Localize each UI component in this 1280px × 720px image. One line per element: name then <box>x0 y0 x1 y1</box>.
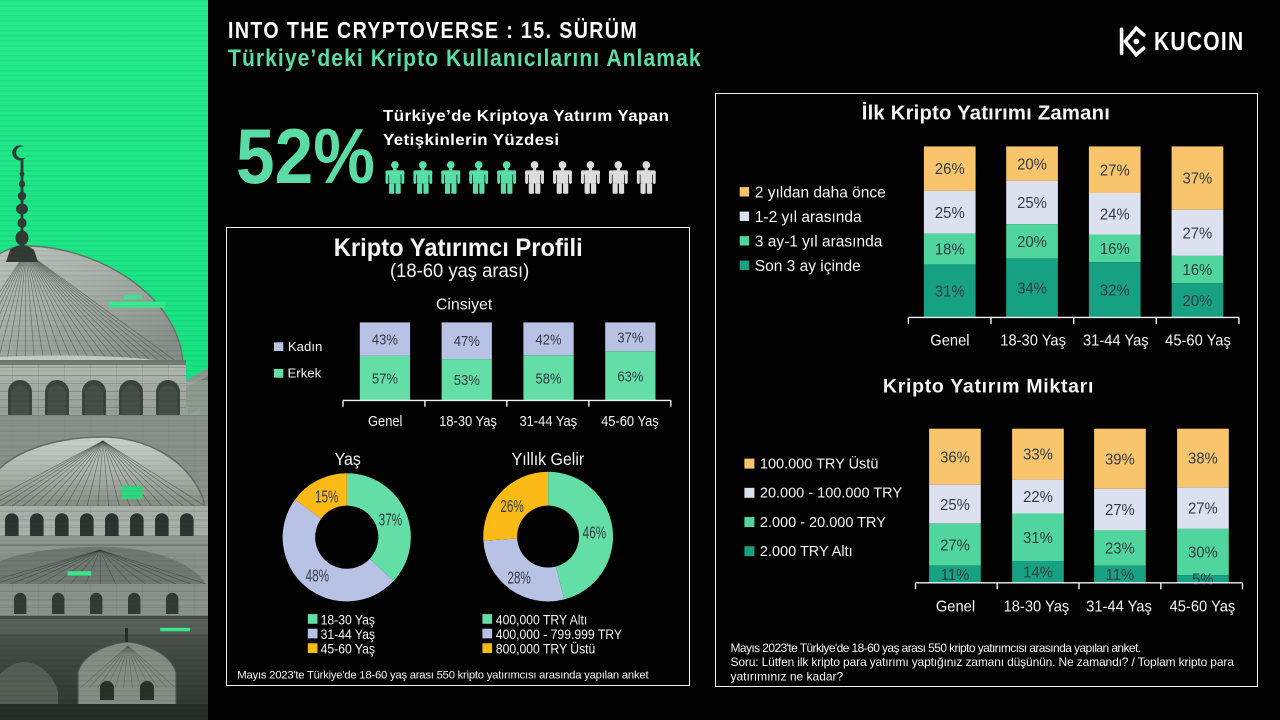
svg-text:26%: 26% <box>935 161 965 178</box>
svg-text:Yaş: Yaş <box>335 449 361 469</box>
svg-text:1-2 yıl arasında: 1-2 yıl arasında <box>755 209 862 226</box>
svg-text:18-30 Yaş: 18-30 Yaş <box>1004 598 1070 616</box>
svg-text:25%: 25% <box>940 497 970 514</box>
svg-text:20%: 20% <box>1183 293 1213 310</box>
svg-text:57%: 57% <box>372 370 398 387</box>
svg-text:18-30 Yaş: 18-30 Yaş <box>321 612 376 628</box>
svg-text:48%: 48% <box>306 568 329 587</box>
svg-text:31-44 Yaş: 31-44 Yaş <box>519 412 577 429</box>
svg-text:31-44 Yaş: 31-44 Yaş <box>1086 598 1152 616</box>
svg-text:20%: 20% <box>1017 234 1047 251</box>
svg-text:2 yıldan daha önce: 2 yıldan daha önce <box>755 185 886 202</box>
svg-text:Son 3 ay içinde: Son 3 ay içinde <box>755 258 861 275</box>
svg-text:Mayıs 2023'te Türkiye'de 18-60: Mayıs 2023'te Türkiye'de 18-60 yaş arası… <box>237 670 649 682</box>
svg-text:16%: 16% <box>1100 241 1130 258</box>
svg-text:20%: 20% <box>1017 156 1047 173</box>
svg-text:2.000 TRY Altı: 2.000 TRY Altı <box>760 544 853 560</box>
svg-text:43%: 43% <box>372 331 398 348</box>
svg-text:23%: 23% <box>1105 540 1135 557</box>
svg-text:45-60 Yaş: 45-60 Yaş <box>1170 598 1236 616</box>
svg-text:11%: 11% <box>1106 567 1135 584</box>
svg-text:16%: 16% <box>1183 262 1213 279</box>
svg-text:400,000 TRY Altı: 400,000 TRY Altı <box>496 612 587 628</box>
svg-text:27%: 27% <box>1188 500 1218 517</box>
svg-text:20.000 - 100.000 TRY: 20.000 - 100.000 TRY <box>760 486 902 502</box>
svg-text:37%: 37% <box>617 328 643 345</box>
svg-text:18%: 18% <box>935 241 965 258</box>
svg-text:53%: 53% <box>454 371 480 388</box>
svg-text:11%: 11% <box>941 567 970 584</box>
svg-text:42%: 42% <box>536 330 562 347</box>
svg-text:Kadın: Kadın <box>288 339 322 354</box>
svg-text:58%: 58% <box>536 369 562 386</box>
svg-text:15%: 15% <box>315 488 338 507</box>
svg-text:25%: 25% <box>1017 195 1047 212</box>
svg-text:26%: 26% <box>500 498 523 517</box>
svg-text:31-44 Yaş: 31-44 Yaş <box>321 626 376 642</box>
svg-text:27%: 27% <box>1100 162 1130 179</box>
svg-text:45-60 Yaş: 45-60 Yaş <box>1165 332 1231 350</box>
svg-text:Yıllık Gelir: Yıllık Gelir <box>512 449 585 469</box>
svg-text:63%: 63% <box>617 367 643 384</box>
svg-text:Cinsiyet: Cinsiyet <box>436 297 493 314</box>
svg-text:800,000 TRY Üstü: 800,000 TRY Üstü <box>496 641 596 657</box>
svg-text:33%: 33% <box>1023 446 1053 463</box>
svg-text:Genel: Genel <box>368 412 402 429</box>
svg-text:45-60 Yaş: 45-60 Yaş <box>321 641 376 657</box>
svg-text:İlk Kripto Yatırımı Zamanı: İlk Kripto Yatırımı Zamanı <box>862 102 1110 125</box>
svg-text:46%: 46% <box>583 524 606 543</box>
svg-text:38%: 38% <box>1188 450 1218 467</box>
svg-text:14%: 14% <box>1023 564 1053 581</box>
svg-text:24%: 24% <box>1100 206 1130 223</box>
svg-text:30%: 30% <box>1188 544 1218 561</box>
svg-text:5%: 5% <box>1192 571 1214 588</box>
svg-text:Erkek: Erkek <box>288 366 322 381</box>
svg-text:27%: 27% <box>1183 225 1213 242</box>
svg-text:22%: 22% <box>1023 489 1053 506</box>
svg-text:18-30 Yaş: 18-30 Yaş <box>1000 332 1066 350</box>
svg-text:18-30 Yaş: 18-30 Yaş <box>439 412 497 429</box>
svg-text:34%: 34% <box>1017 280 1047 297</box>
svg-text:Kripto Yatırım Miktarı: Kripto Yatırım Miktarı <box>883 375 1094 397</box>
svg-text:47%: 47% <box>454 332 480 349</box>
svg-text:400,000 - 799.999 TRY: 400,000 - 799.999 TRY <box>496 626 623 642</box>
svg-text:31-44 Yaş: 31-44 Yaş <box>1083 332 1149 350</box>
svg-text:100.000 TRY Üstü: 100.000 TRY Üstü <box>760 454 879 472</box>
svg-text:(18-60 yaş arası): (18-60 yaş arası) <box>390 260 529 282</box>
svg-text:39%: 39% <box>1105 451 1135 468</box>
svg-text:27%: 27% <box>1105 502 1135 519</box>
svg-text:31%: 31% <box>1023 530 1053 547</box>
svg-text:36%: 36% <box>940 449 970 466</box>
svg-text:Genel: Genel <box>930 332 969 350</box>
svg-text:yatırımınız ne kadar?: yatırımınız ne kadar? <box>731 669 844 683</box>
svg-text:28%: 28% <box>507 569 530 588</box>
svg-text:32%: 32% <box>1100 282 1130 299</box>
svg-text:2.000 - 20.000 TRY: 2.000 - 20.000 TRY <box>760 515 886 531</box>
svg-text:3 ay-1 yıl arasında: 3 ay-1 yıl arasında <box>755 234 883 251</box>
svg-text:Kripto Yatırımcı Profili: Kripto Yatırımcı Profili <box>334 235 583 263</box>
svg-text:Soru: Lütfen ilk kripto para y: Soru: Lütfen ilk kripto para yatırımı ya… <box>731 655 1235 669</box>
svg-text:Mayıs 2023'te Türkiye'de 18-60: Mayıs 2023'te Türkiye'de 18-60 yaş arası… <box>731 641 1142 655</box>
svg-text:Genel: Genel <box>936 598 975 616</box>
svg-text:37%: 37% <box>379 511 402 530</box>
svg-text:45-60 Yaş: 45-60 Yaş <box>601 412 659 429</box>
svg-text:37%: 37% <box>1183 170 1213 187</box>
svg-text:31%: 31% <box>935 283 965 300</box>
svg-text:27%: 27% <box>940 537 970 554</box>
svg-text:25%: 25% <box>935 205 965 222</box>
